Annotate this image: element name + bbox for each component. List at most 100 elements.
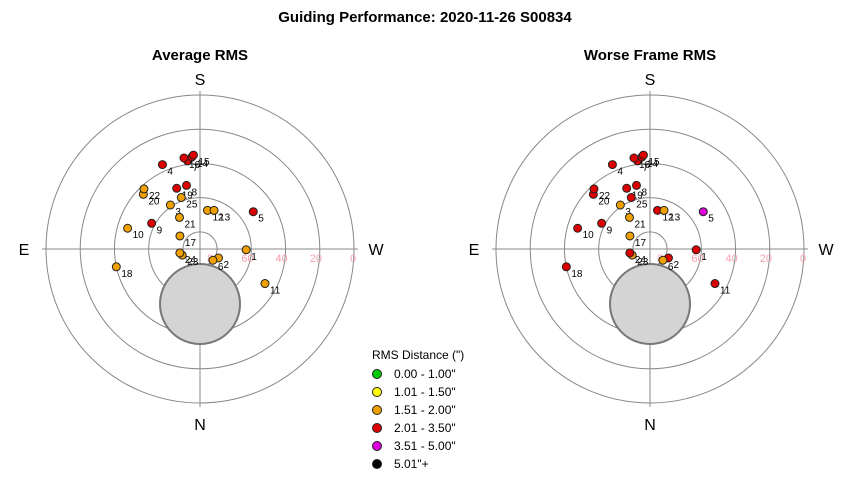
ring-label: 60 bbox=[241, 253, 253, 265]
point-label: 5 bbox=[708, 214, 714, 225]
ring-label: 20 bbox=[310, 253, 322, 265]
direction-label: S bbox=[195, 72, 206, 89]
data-point bbox=[174, 212, 184, 222]
data-point bbox=[165, 200, 175, 210]
legend-item: 1.51 - 2.00" bbox=[372, 401, 464, 419]
point-label: 13 bbox=[669, 212, 681, 223]
ring-label: 40 bbox=[726, 253, 738, 265]
legend-label: 5.01"+ bbox=[394, 457, 429, 471]
point-label: 16 bbox=[639, 160, 651, 171]
data-point bbox=[260, 279, 270, 289]
point-label: 19 bbox=[182, 190, 194, 201]
point-label: 14 bbox=[647, 159, 659, 170]
legend-item: 3.51 - 5.00" bbox=[372, 437, 464, 455]
data-point bbox=[175, 231, 185, 241]
direction-label: N bbox=[644, 417, 656, 434]
point-label: 7 bbox=[193, 163, 199, 174]
point-label: 15 bbox=[648, 157, 660, 168]
point-label: 1 bbox=[701, 252, 707, 263]
point-label: 24 bbox=[635, 255, 647, 266]
data-point bbox=[710, 279, 720, 289]
data-point bbox=[181, 180, 191, 190]
data-point bbox=[625, 248, 635, 258]
point-label: 19 bbox=[632, 190, 644, 201]
chart-title: Worse Frame RMS bbox=[584, 47, 716, 64]
data-point bbox=[172, 183, 182, 193]
legend-label: 3.51 - 5.00" bbox=[394, 439, 456, 453]
data-point bbox=[241, 245, 251, 255]
data-point bbox=[209, 205, 219, 215]
point-label: 22 bbox=[149, 191, 161, 202]
obstruction-disk bbox=[609, 263, 691, 345]
point-label: 2 bbox=[223, 260, 229, 271]
direction-label: E bbox=[19, 242, 30, 259]
direction-label: W bbox=[818, 242, 834, 259]
data-point bbox=[691, 245, 701, 255]
point-label: 25 bbox=[186, 200, 198, 211]
ring-label: 20 bbox=[760, 253, 772, 265]
data-point bbox=[638, 150, 648, 160]
data-point bbox=[188, 150, 198, 160]
data-point bbox=[624, 212, 634, 222]
legend-swatch bbox=[372, 405, 382, 415]
legend-item: 2.01 - 3.50" bbox=[372, 419, 464, 437]
point-label: 21 bbox=[634, 219, 646, 230]
point-label: 9 bbox=[157, 225, 163, 236]
ring-label: 0 bbox=[350, 253, 356, 265]
data-point bbox=[208, 255, 218, 265]
point-label: 7 bbox=[643, 163, 649, 174]
point-label: 18 bbox=[571, 269, 583, 280]
data-point bbox=[573, 223, 583, 233]
data-point bbox=[597, 218, 607, 228]
data-point bbox=[561, 262, 571, 272]
legend-item: 5.01"+ bbox=[372, 455, 464, 473]
point-label: 16 bbox=[189, 160, 201, 171]
point-label: 11 bbox=[720, 286, 731, 297]
point-label: 6 bbox=[668, 262, 674, 273]
legend-item: 0.00 - 1.00" bbox=[372, 365, 464, 383]
point-label: 3 bbox=[625, 207, 631, 218]
legend-swatch bbox=[372, 423, 382, 433]
data-point bbox=[589, 184, 599, 194]
point-label: 12 bbox=[663, 212, 675, 223]
direction-label: W bbox=[368, 242, 384, 259]
data-point bbox=[111, 262, 121, 272]
point-label: 20 bbox=[598, 196, 610, 207]
page-title: Guiding Performance: 2020-11-26 S00834 bbox=[278, 9, 572, 26]
legend-swatch bbox=[372, 369, 382, 379]
data-point bbox=[658, 255, 668, 265]
legend-label: 1.51 - 2.00" bbox=[394, 403, 456, 417]
obstruction-disk bbox=[159, 263, 241, 345]
legend-swatch bbox=[372, 459, 382, 469]
average-rms-chart: Average RMS806040200SNEW1234567891011121… bbox=[19, 47, 385, 434]
point-label: 25 bbox=[636, 200, 648, 211]
data-point bbox=[157, 160, 167, 170]
legend-label: 0.00 - 1.00" bbox=[394, 367, 456, 381]
data-point bbox=[175, 248, 185, 258]
point-label: 9 bbox=[607, 225, 613, 236]
point-label: 3 bbox=[175, 207, 181, 218]
point-label: 5 bbox=[258, 214, 264, 225]
point-label: 17 bbox=[635, 238, 647, 249]
data-point bbox=[179, 153, 189, 163]
legend-swatch bbox=[372, 441, 382, 451]
point-label: 10 bbox=[133, 230, 145, 241]
legend-label: 2.01 - 3.50" bbox=[394, 421, 456, 435]
legend-item: 1.01 - 1.50" bbox=[372, 383, 464, 401]
ring-label: 0 bbox=[800, 253, 806, 265]
point-label: 4 bbox=[167, 167, 173, 178]
legend-title: RMS Distance (") bbox=[372, 348, 465, 362]
data-point bbox=[659, 205, 669, 215]
point-label: 17 bbox=[185, 238, 197, 249]
data-point bbox=[615, 200, 625, 210]
point-label: 21 bbox=[184, 219, 196, 230]
data-point bbox=[139, 184, 149, 194]
ring-label: 60 bbox=[691, 253, 703, 265]
point-label: 24 bbox=[185, 255, 197, 266]
point-label: 20 bbox=[148, 196, 160, 207]
legend-label: 1.01 - 1.50" bbox=[394, 385, 456, 399]
data-point bbox=[607, 160, 617, 170]
direction-label: N bbox=[194, 417, 206, 434]
point-label: 8 bbox=[191, 187, 197, 198]
data-point bbox=[626, 193, 636, 203]
